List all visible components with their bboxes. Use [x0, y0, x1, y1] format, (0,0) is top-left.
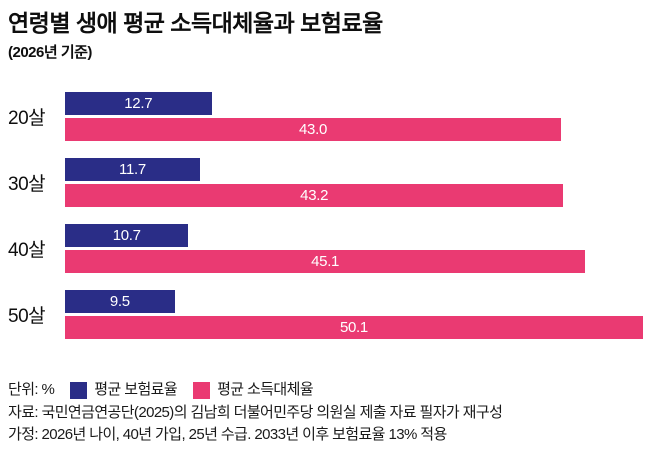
bar-value-label: 43.0: [299, 121, 327, 138]
bar-value-label: 43.2: [300, 187, 329, 204]
replacement-rate-bar: 43.2: [65, 184, 564, 207]
category-label: 50살: [8, 306, 46, 327]
replacement-rate-bar: 43.0: [65, 118, 562, 141]
bar-group-30살: 30살 11.7 43.2: [0, 158, 651, 207]
chart-subtitle: (2026년 기준): [8, 44, 92, 62]
chart-title: 연령별 생애 평균 소득대체율과 보험료율: [8, 10, 383, 36]
category-label: 20살: [8, 108, 46, 129]
chart-footer: 단위: % 평균 보험료율 평균 소득대체율 자료: 국민연금연공단(2025)…: [0, 379, 503, 446]
category-label: 30살: [8, 174, 46, 195]
bar-value-label: 12.7: [124, 95, 153, 112]
premium-rate-bar: 10.7: [65, 224, 189, 247]
bar-chart: 20살 12.7 43.0 30살 11.7 43.2 40살 10.7 45.1 50살 9.5 5…: [0, 92, 651, 356]
replacement-rate-bar: 45.1: [65, 250, 586, 273]
category-label: 40살: [8, 240, 46, 261]
bar-group-40살: 40살 10.7 45.1: [0, 224, 651, 273]
bar-value-label: 9.5: [109, 293, 130, 310]
premium-rate-bar: 9.5: [65, 290, 175, 313]
replacement-rate-bar: 50.1: [65, 316, 643, 339]
legend-label-premium: 평균 보험료율: [94, 381, 178, 398]
premium-rate-bar: 12.7: [65, 92, 212, 115]
assumption-note: 가정: 2026년 나이, 40년 가입, 25년 수급. 2033년 이후 보…: [8, 426, 447, 443]
legend-swatch-premium-icon: [70, 381, 88, 399]
bar-pair: 9.5 50.1: [65, 290, 651, 339]
bar-pair: 12.7 43.0: [65, 92, 651, 141]
source-note: 자료: 국민연금연공단(2025)의 김남희 더불어민주당 의원실 제출 자료 …: [8, 404, 503, 421]
bar-pair: 10.7 45.1: [65, 224, 651, 273]
bar-group-50살: 50살 9.5 50.1: [0, 290, 651, 339]
bar-value-label: 11.7: [119, 161, 146, 178]
unit-label: 단위: %: [8, 381, 55, 398]
bar-group-20살: 20살 12.7 43.0: [0, 92, 651, 141]
bar-pair: 11.7 43.2: [65, 158, 651, 207]
bar-value-label: 50.1: [339, 319, 368, 336]
bar-value-label: 45.1: [311, 253, 340, 270]
bar-value-label: 10.7: [112, 227, 141, 244]
legend-swatch-replacement-icon: [193, 381, 211, 399]
legend: 단위: % 평균 보험료율 평균 소득대체율: [8, 379, 502, 401]
premium-rate-bar: 11.7: [65, 158, 200, 181]
legend-label-replacement: 평균 소득대체율: [217, 381, 314, 398]
